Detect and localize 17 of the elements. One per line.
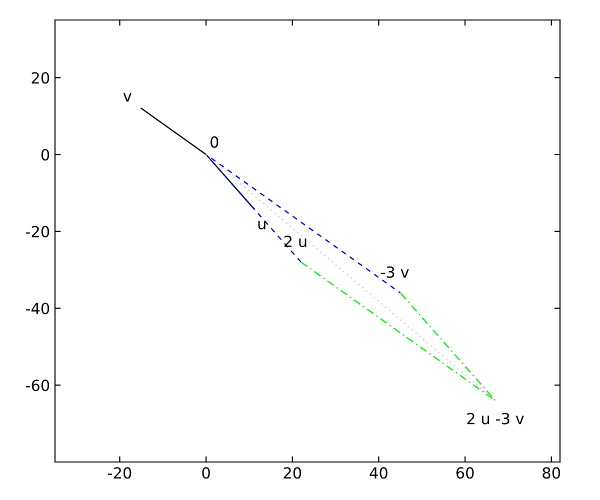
x-tick-label: 60 — [456, 467, 474, 479]
x-tick-label: 20 — [284, 467, 302, 479]
x-tick-label: 0 — [202, 467, 210, 479]
y-tick-label: -40 — [26, 302, 50, 314]
y-tick-label: -60 — [26, 380, 50, 392]
annotation: -3 v — [380, 266, 409, 278]
y-tick-label: -20 — [26, 226, 50, 238]
y-tick-label: 0 — [41, 148, 50, 161]
x-tick-label: 40 — [370, 467, 388, 479]
x-tick-label: 80 — [542, 467, 560, 479]
y-tick-label: 20 — [32, 72, 50, 84]
annotation: v — [123, 93, 132, 102]
x-tick-label: -20 — [108, 467, 132, 479]
annotation: 2 u -3 v — [467, 412, 524, 424]
annotation: 2 u — [284, 236, 306, 248]
annotation: 0 — [210, 136, 218, 148]
annotation: u — [258, 220, 266, 230]
